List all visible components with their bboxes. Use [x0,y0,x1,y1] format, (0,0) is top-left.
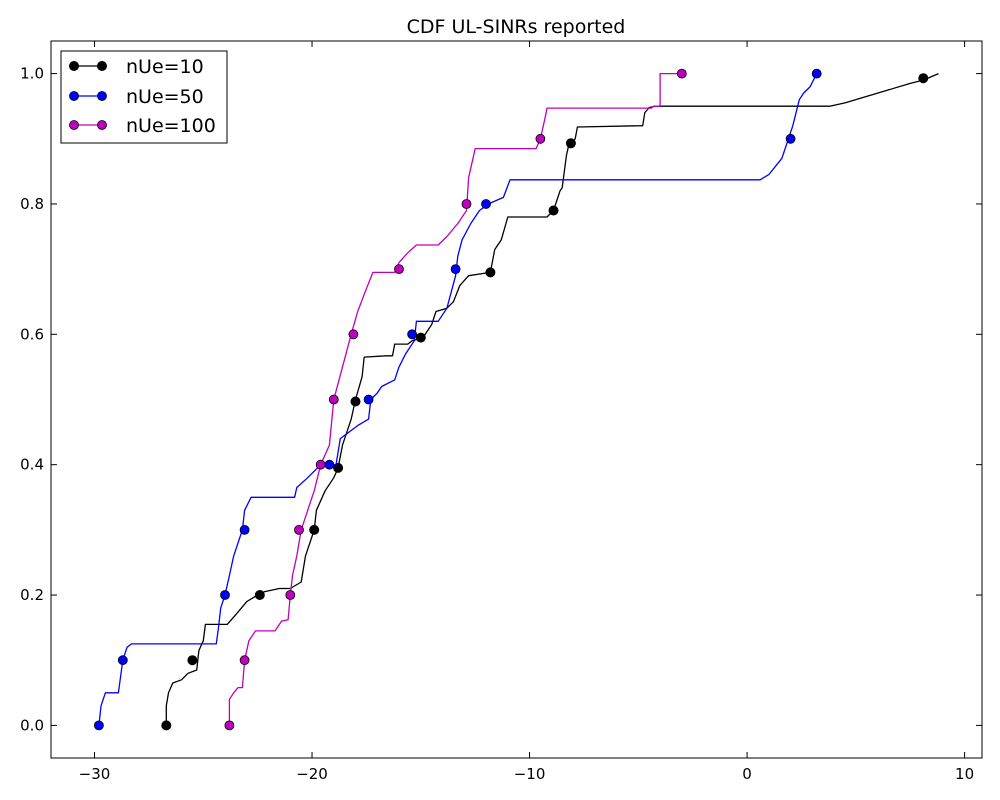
data-point-nue10 [187,655,198,666]
x-tick-label: −10 [514,765,546,783]
x-tick-label: −20 [296,765,328,783]
legend-entry-nue50: nUe=50 [69,86,204,108]
y-tick-label: 0.4 [20,456,44,474]
x-tick-label: 0 [742,765,752,783]
data-point-nue50 [811,68,822,79]
legend-marker-nue10 [97,61,107,71]
legend-label-nue100: nUe=100 [126,115,216,137]
data-point-nue10 [918,73,929,84]
chart-title: CDF UL-SINRs reported [407,16,626,38]
y-tick-label: 1.0 [20,65,44,83]
data-point-nue50 [407,329,418,340]
data-point-nue50 [94,720,104,731]
axes-frame [50,40,983,759]
data-point-nue100 [328,394,339,405]
legend-marker-nue50 [69,91,79,101]
data-point-nue100 [239,655,250,666]
data-point-nue100 [535,133,546,144]
series-line-nue50 [98,73,818,726]
data-point-nue50 [363,394,374,405]
legend-label-nue50: nUe=50 [126,86,204,108]
data-point-nue100 [676,68,687,79]
data-point-nue10 [548,205,559,216]
legend-marker-nue100 [69,120,79,130]
data-point-nue50 [785,133,796,144]
plot-area [94,68,939,731]
x-tick-label: −30 [79,765,111,783]
data-point-nue10 [333,462,344,473]
data-point-nue50 [481,199,491,209]
data-point-nue10 [565,138,576,149]
y-tick-label: 0.8 [20,195,44,213]
legend-label-nue10: nUe=10 [126,56,204,78]
series-line-nue100 [228,72,682,726]
data-point-nue50 [220,590,230,600]
data-point-nue10 [415,332,426,343]
data-point-nue10 [161,720,172,731]
data-point-nue100 [224,720,235,731]
data-point-nue100 [461,199,472,209]
data-point-nue50 [117,655,128,666]
data-point-nue10 [485,267,496,278]
axes: −30 −20 −10 0 10 0.0 0.2 0.4 0.6 0.8 1.0 [20,40,983,783]
data-point-nue10 [309,524,320,535]
y-tick-label: 0.6 [20,325,44,343]
x-tick-label: 10 [955,765,974,783]
legend-entry-nue10: nUe=10 [69,56,204,78]
y-tick-label: 0.0 [20,716,44,734]
y-tick-label: 0.2 [20,586,44,604]
data-point-nue10 [254,590,265,600]
data-point-nue100 [394,264,404,275]
legend-marker-nue50 [97,91,107,101]
data-point-nue50 [450,264,461,275]
data-point-nue100 [294,525,304,535]
legend: nUe=10 nUe=50 nUe=100 [60,50,228,144]
data-point-nue10 [350,396,361,407]
data-point-nue100 [285,590,296,600]
series-line-nue10 [165,73,939,726]
legend-marker-nue100 [97,120,107,130]
data-point-nue50 [239,525,250,535]
legend-marker-nue10 [69,61,79,71]
legend-entry-nue100: nUe=100 [69,115,216,137]
data-point-nue100 [348,329,359,340]
data-point-nue100 [315,459,326,470]
data-point-nue50 [324,459,335,470]
